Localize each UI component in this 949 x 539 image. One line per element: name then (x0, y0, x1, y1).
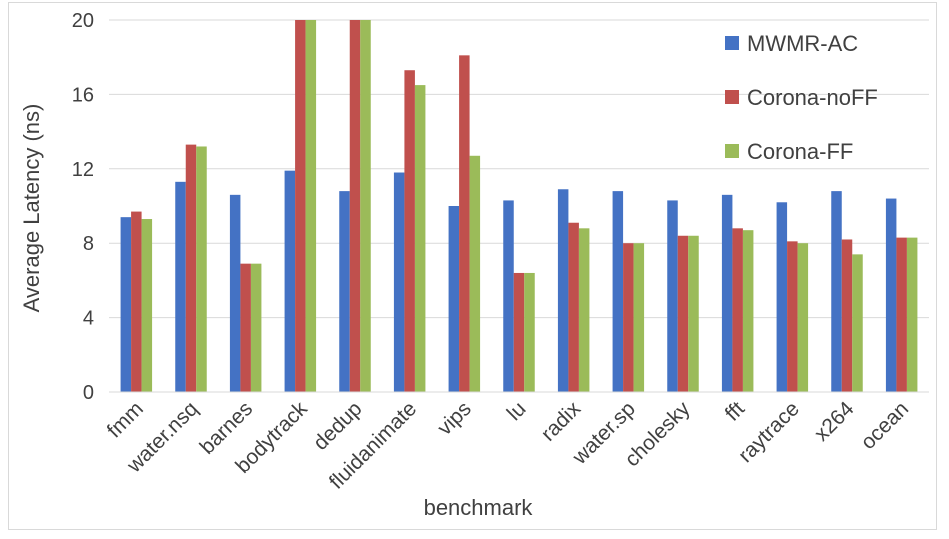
bar-corona-ff-cholesky (688, 235, 699, 392)
x-tick-label: lu (503, 397, 531, 425)
y-tick-label: 8 (83, 233, 94, 255)
bar-corona-noff-barnes (240, 263, 251, 392)
bar-mwmr-ac-water.nsq (175, 181, 186, 392)
bar-mwmr-ac-dedup (339, 191, 350, 392)
bar-mwmr-ac-radix (557, 189, 569, 392)
x-tick-label: raytrace (734, 397, 804, 467)
bar-chart: 0 4 8 12 16 20 fmmwater.nsqbarnesbodytrackded… (19, 10, 929, 520)
bar-mwmr-ac-water.sp (612, 191, 624, 392)
bar-corona-noff-cholesky (677, 235, 689, 392)
bar-corona-noff-lu (513, 272, 525, 392)
x-tick-label: radix (537, 397, 586, 446)
bar-corona-ff-radix (578, 228, 590, 392)
bar-corona-noff-vips (459, 55, 470, 393)
bar-mwmr-ac-cholesky (667, 200, 678, 392)
bar-corona-ff-water.nsq (196, 146, 207, 392)
legend-label: Corona-noFF (747, 85, 878, 110)
legend-label: MWMR-AC (747, 31, 858, 56)
bar-corona-noff-water.nsq (185, 144, 197, 392)
legend-label: Corona-FF (747, 139, 853, 164)
bar-corona-ff-fft (742, 230, 754, 392)
bar-mwmr-ac-barnes (229, 194, 241, 392)
legend-swatch (725, 144, 739, 158)
bar-corona-noff-water.sp (623, 243, 634, 392)
x-tick-label: ocean (856, 397, 913, 454)
chart-frame: 0 4 8 12 16 20 fmm water.nsq barnes bodytrack ded… (8, 2, 937, 530)
bar-corona-noff-dedup (349, 20, 361, 392)
y-tick-label: 0 (83, 382, 94, 404)
bar-mwmr-ac-ocean (885, 198, 897, 392)
x-tick-label: x264 (810, 397, 859, 446)
bar-corona-ff-fluidanimate (414, 85, 426, 392)
bar-mwmr-ac-x264 (831, 191, 842, 392)
legend-swatch (725, 36, 739, 50)
bar-corona-ff-fmm (141, 219, 153, 392)
bar-corona-ff-x264 (852, 254, 863, 392)
bar-mwmr-ac-bodytrack (284, 170, 296, 392)
bars (120, 20, 918, 393)
y-tick-label: 16 (72, 84, 94, 106)
x-tick-labels: fmmwater.nsqbarnesbodytrackdedupfluidani… (103, 397, 913, 494)
bar-corona-noff-fluidanimate (404, 70, 415, 392)
y-tick-labels: 0 4 8 12 16 20 (72, 10, 94, 404)
bar-corona-ff-lu (524, 272, 535, 392)
x-tick-label: vips (433, 397, 476, 440)
y-tick-label: 12 (72, 159, 94, 181)
bar-corona-noff-bodytrack (295, 20, 306, 392)
bar-corona-ff-water.sp (633, 243, 645, 392)
bar-corona-noff-ocean (896, 237, 907, 392)
bar-corona-noff-radix (568, 222, 579, 392)
bar-corona-ff-vips (469, 155, 481, 392)
y-tick-label: 4 (83, 308, 94, 330)
bar-mwmr-ac-fluidanimate (393, 172, 405, 392)
legend: MWMR-AC Corona-noFF Corona-FF (725, 31, 878, 164)
bar-mwmr-ac-raytrace (776, 202, 788, 392)
y-tick-label: 20 (72, 10, 94, 32)
y-axis-title: Average Latency (ns) (19, 104, 44, 313)
bar-corona-noff-fft (732, 228, 743, 392)
bar-corona-noff-x264 (841, 239, 853, 392)
x-axis-title: benchmark (424, 495, 534, 520)
legend-swatch (725, 90, 739, 104)
x-tick-label: fmm (103, 397, 148, 442)
bar-mwmr-ac-vips (448, 206, 460, 392)
bar-corona-noff-fmm (131, 211, 142, 392)
bar-corona-ff-ocean (906, 237, 918, 392)
bar-mwmr-ac-fft (721, 194, 733, 392)
bar-corona-ff-dedup (360, 20, 371, 392)
bar-corona-ff-barnes (250, 263, 262, 392)
bar-corona-ff-raytrace (797, 243, 809, 392)
x-tick-label: fft (721, 397, 749, 425)
bar-mwmr-ac-fmm (120, 217, 132, 392)
bar-corona-ff-bodytrack (305, 20, 317, 392)
bar-corona-noff-raytrace (787, 241, 798, 392)
bar-mwmr-ac-lu (503, 200, 514, 392)
